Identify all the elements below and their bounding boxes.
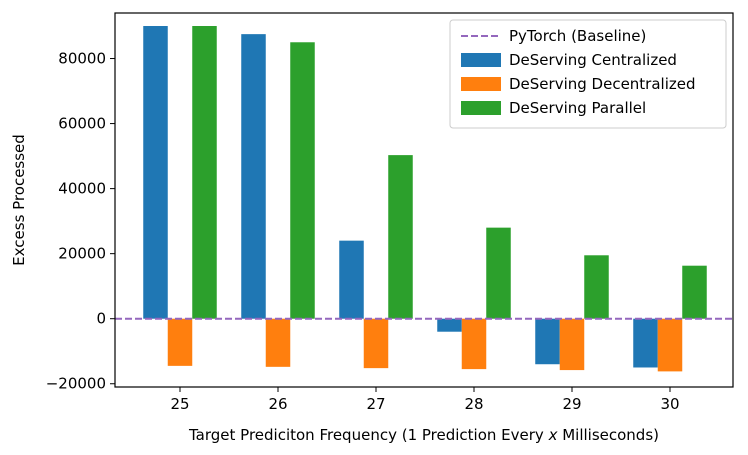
y-tick-label: −20000	[46, 375, 106, 393]
plot-frame	[114, 12, 734, 388]
x-tick-label: 26	[268, 395, 287, 413]
bar-deserving-decentralized-29	[559, 318, 585, 371]
bar-deserving-parallel-27	[388, 155, 413, 319]
bar-deserving-parallel-28	[486, 227, 511, 319]
legend-label-baseline: PyTorch (Baseline)	[509, 27, 646, 45]
legend-swatch-decentralized	[461, 77, 501, 91]
legend: PyTorch (Baseline) DeServing Centralized…	[449, 19, 727, 129]
bar-deserving-parallel-26	[290, 42, 315, 319]
x-axis: 25 26 27 28 29 30	[170, 387, 680, 413]
y-axis-label: Excess Processed	[10, 134, 28, 266]
bar-deserving-centralized-28	[437, 318, 462, 332]
legend-swatch-parallel	[461, 101, 501, 115]
x-axis-label-prefix: Target Prediciton Frequency (1 Predictio…	[188, 426, 549, 444]
bar-deserving-decentralized-26	[265, 318, 291, 367]
y-tick-label: 20000	[58, 245, 106, 263]
legend-label-parallel: DeServing Parallel	[509, 99, 646, 117]
legend-swatch-centralized	[461, 53, 501, 67]
x-tick-label: 25	[170, 395, 189, 413]
bar-deserving-decentralized-25	[167, 318, 193, 366]
bar-deserving-centralized-27	[339, 240, 364, 319]
legend-label-centralized: DeServing Centralized	[509, 51, 677, 69]
x-tick-label: 28	[464, 395, 483, 413]
y-tick-label: 0	[96, 310, 106, 328]
x-axis-label-suffix: Milliseconds)	[557, 426, 659, 444]
y-tick-label: 40000	[58, 180, 106, 198]
bars-layer	[143, 26, 707, 372]
x-tick-label: 27	[366, 395, 385, 413]
y-axis: −20000 0 20000 40000 60000 80000	[46, 50, 115, 393]
x-axis-label: Target Prediciton Frequency (1 Predictio…	[188, 426, 659, 444]
y-tick-label: 80000	[58, 50, 106, 68]
bar-deserving-parallel-29	[584, 255, 609, 319]
bar-deserving-centralized-29	[535, 318, 560, 365]
bar-deserving-centralized-25	[143, 26, 168, 319]
bar-deserving-centralized-26	[241, 34, 266, 319]
x-axis-label-variable: x	[548, 426, 558, 444]
bar-deserving-decentralized-27	[363, 318, 389, 369]
bar-deserving-parallel-30	[682, 265, 707, 319]
legend-label-decentralized: DeServing Decentralized	[509, 75, 696, 93]
bar-deserving-centralized-30	[633, 318, 658, 368]
x-tick-label: 29	[562, 395, 581, 413]
bar-deserving-decentralized-30	[657, 318, 683, 372]
x-tick-label: 30	[660, 395, 679, 413]
bar-deserving-decentralized-28	[461, 318, 487, 370]
bar-deserving-parallel-25	[192, 26, 217, 319]
legend-box	[449, 19, 727, 129]
y-tick-label: 60000	[58, 115, 106, 133]
